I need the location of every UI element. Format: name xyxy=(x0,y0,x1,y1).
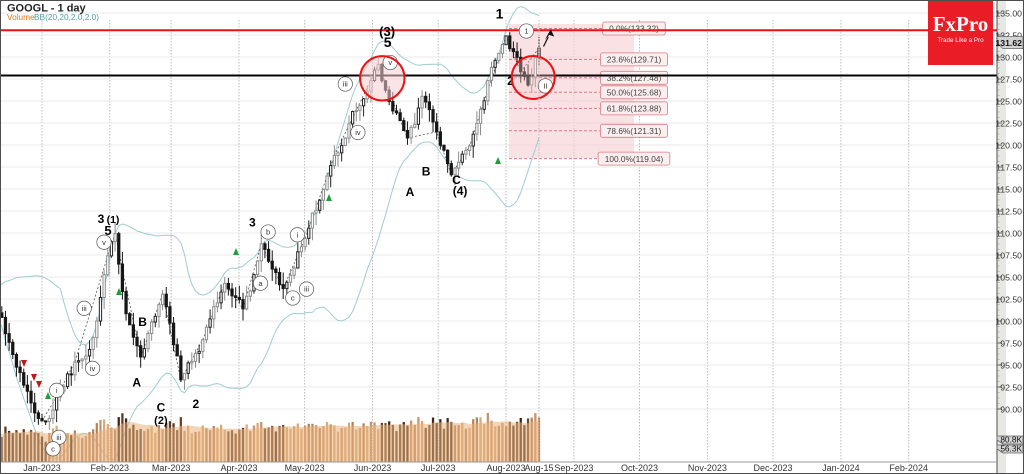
svg-text:iii: iii xyxy=(82,304,87,313)
svg-text:Apr-2023: Apr-2023 xyxy=(220,463,257,473)
svg-text:Jan-2023: Jan-2023 xyxy=(23,463,61,473)
svg-text:1: 1 xyxy=(524,27,528,36)
svg-text:Jun-2023: Jun-2023 xyxy=(354,463,392,473)
svg-text:131.62: 131.62 xyxy=(995,38,1022,48)
svg-text:117.50: 117.50 xyxy=(996,162,1022,172)
svg-text:Aug-15: Aug-15 xyxy=(524,463,553,473)
svg-text:A: A xyxy=(132,376,141,390)
svg-text:Jul-2023: Jul-2023 xyxy=(421,463,456,473)
svg-text:Nov-2023: Nov-2023 xyxy=(688,463,727,473)
svg-text:105.00: 105.00 xyxy=(995,272,1022,282)
svg-text:50.0%(125.68): 50.0%(125.68) xyxy=(607,88,662,98)
svg-text:127.50: 127.50 xyxy=(995,74,1022,84)
svg-text:107.50: 107.50 xyxy=(995,250,1022,260)
svg-text:97.50: 97.50 xyxy=(1000,338,1022,348)
svg-text:122.50: 122.50 xyxy=(995,118,1022,128)
svg-text:78.6%(121.31): 78.6%(121.31) xyxy=(607,126,662,136)
svg-text:(2): (2) xyxy=(154,415,168,427)
svg-text:Jan-2024: Jan-2024 xyxy=(822,463,860,473)
svg-text:Mar-2023: Mar-2023 xyxy=(152,463,191,473)
svg-text:Feb-2024: Feb-2024 xyxy=(889,463,928,473)
svg-text:B: B xyxy=(422,165,431,179)
svg-text:125.00: 125.00 xyxy=(995,96,1022,106)
svg-text:II: II xyxy=(543,82,547,91)
svg-text:110.00: 110.00 xyxy=(996,228,1022,238)
svg-text:90.00: 90.00 xyxy=(1000,404,1022,414)
svg-text:2: 2 xyxy=(192,397,199,411)
svg-text:Volume: Volume xyxy=(7,12,35,22)
svg-text:c: c xyxy=(291,294,295,303)
svg-text:115.00: 115.00 xyxy=(996,184,1022,194)
svg-text:100.00: 100.00 xyxy=(995,316,1022,326)
svg-text:A: A xyxy=(406,185,415,199)
svg-text:B: B xyxy=(138,315,147,329)
svg-text:iii: iii xyxy=(343,80,348,89)
svg-text:112.50: 112.50 xyxy=(996,206,1022,216)
svg-text:C: C xyxy=(157,401,166,415)
svg-text:Sep-2023: Sep-2023 xyxy=(554,463,593,473)
svg-text:iv: iv xyxy=(355,128,361,137)
svg-text:56.3K: 56.3K xyxy=(1000,444,1022,454)
svg-text:0.0%(133.32): 0.0%(133.32) xyxy=(609,24,659,34)
svg-text:Dec-2023: Dec-2023 xyxy=(753,463,792,473)
svg-text:3: 3 xyxy=(249,216,256,230)
svg-text:1: 1 xyxy=(496,6,504,22)
svg-text:b: b xyxy=(266,228,270,237)
svg-text:iii: iii xyxy=(304,285,309,294)
svg-text:Oct-2023: Oct-2023 xyxy=(621,463,658,473)
svg-text:iii: iii xyxy=(56,433,61,442)
svg-text:130.00: 130.00 xyxy=(995,52,1022,62)
svg-text:61.8%(123.88): 61.8%(123.88) xyxy=(607,104,662,114)
svg-text:May-2023: May-2023 xyxy=(285,463,325,473)
svg-text:BB(20,20,2.0,2.0): BB(20,20,2.0,2.0) xyxy=(34,12,99,22)
svg-text:135.00: 135.00 xyxy=(995,8,1022,18)
svg-text:102.50: 102.50 xyxy=(995,294,1022,304)
svg-text:Feb-2023: Feb-2023 xyxy=(91,463,130,473)
svg-text:92.50: 92.50 xyxy=(1000,382,1022,392)
svg-text:23.6%(129.71): 23.6%(129.71) xyxy=(607,55,662,65)
svg-text:95.00: 95.00 xyxy=(1000,360,1022,370)
svg-text:v: v xyxy=(102,238,106,247)
svg-text:120.00: 120.00 xyxy=(995,140,1022,150)
svg-text:c: c xyxy=(51,444,55,453)
svg-text:v: v xyxy=(388,58,392,67)
svg-text:5: 5 xyxy=(384,34,392,50)
svg-text:Aug-2023: Aug-2023 xyxy=(486,463,525,473)
svg-text:(4): (4) xyxy=(453,184,468,198)
svg-text:iv: iv xyxy=(90,364,96,373)
svg-text:100.0%(119.04): 100.0%(119.04) xyxy=(605,154,664,164)
